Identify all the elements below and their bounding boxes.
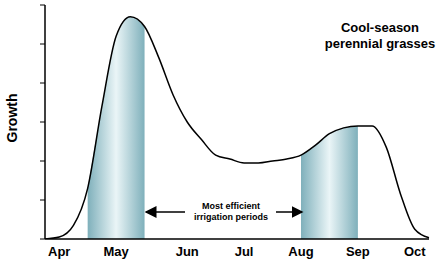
svg-text:Apr: Apr — [48, 244, 70, 259]
svg-text:May: May — [103, 244, 129, 259]
svg-text:Jun: Jun — [176, 244, 199, 259]
html-text:Most efficient irrigation peri: Most efficient irrigation periods — [194, 201, 268, 222]
html-text:Growth: Growth — [4, 93, 20, 143]
html-text:Cool-season perennial grasses: Cool-season perennial grasses — [324, 20, 436, 51]
svg-text:Jul: Jul — [235, 244, 254, 259]
svg-text:Oct: Oct — [404, 244, 426, 259]
svg-text:Sep: Sep — [346, 244, 370, 259]
svg-text:Aug: Aug — [288, 244, 313, 259]
